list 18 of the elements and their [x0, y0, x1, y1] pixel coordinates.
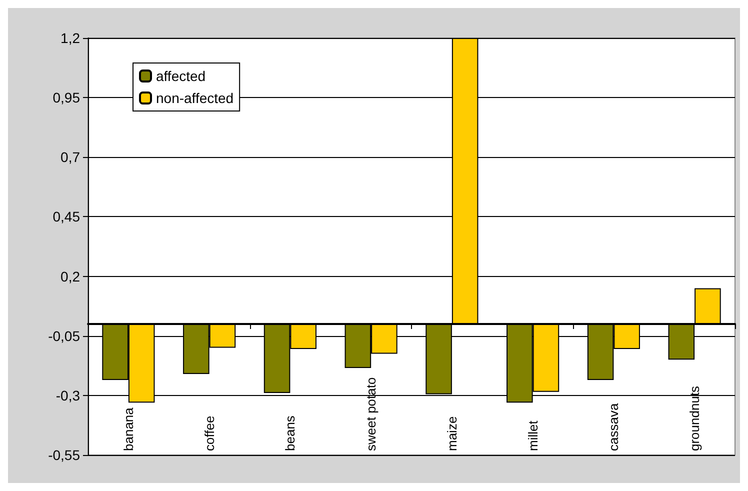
x-tick-label: sweet potato: [364, 377, 379, 451]
y-tick-label: -0,55: [48, 447, 80, 463]
x-tick-label: millet: [525, 420, 540, 451]
y-tick-label: 1,2: [60, 30, 80, 46]
y-tick-label: 0,95: [52, 90, 80, 106]
x-tick-label: groundnuts: [687, 385, 702, 451]
x-tick-label: coffee: [202, 416, 217, 451]
y-tick-label: 0,2: [60, 268, 80, 284]
x-tick-label: banana: [120, 406, 136, 451]
legend-label: affected: [156, 68, 206, 84]
legend-label: non-affected: [156, 90, 234, 106]
x-tick-label: beans: [282, 415, 298, 451]
y-tick-label: -0,05: [48, 328, 80, 344]
x-tick-label: cassava: [606, 402, 622, 451]
x-tick-label: maize: [444, 416, 460, 451]
y-tick-label: -0,3: [56, 387, 80, 404]
y-tick-label: 0,45: [52, 208, 80, 225]
y-tick-label: 0,7: [60, 149, 80, 166]
